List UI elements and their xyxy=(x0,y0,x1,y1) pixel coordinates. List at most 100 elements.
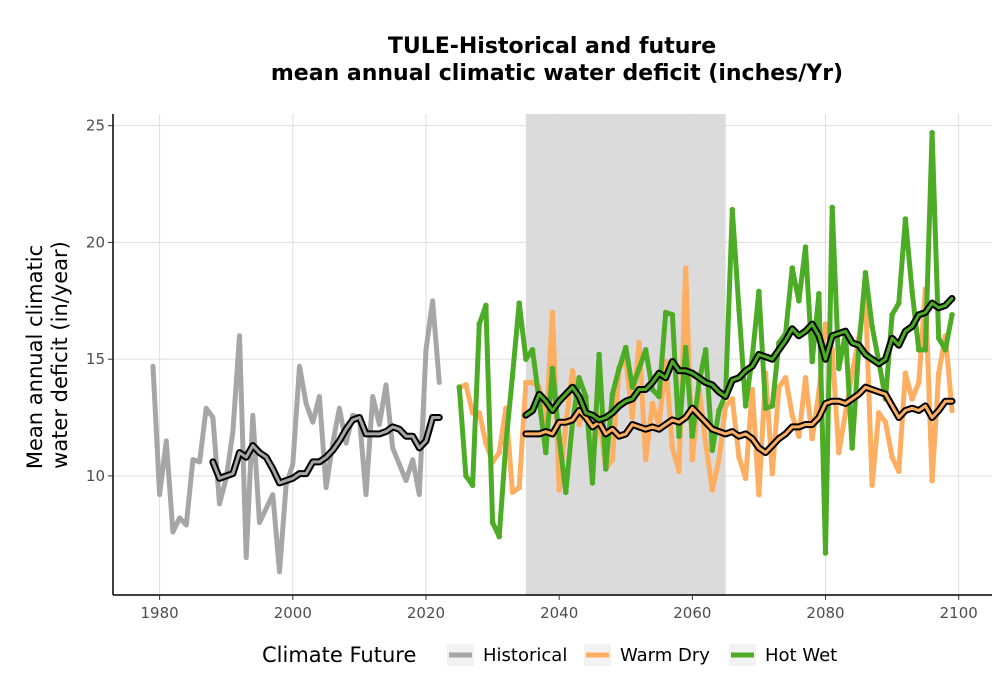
data-point-warm-dry xyxy=(802,375,809,381)
data-point-warm-dry xyxy=(702,440,709,447)
smoothed-line-hot-wet xyxy=(524,297,954,422)
data-point-warm-dry xyxy=(609,456,616,463)
data-point-hot-wet xyxy=(709,447,716,454)
data-point-hot-wet xyxy=(862,269,869,276)
data-point-hot-wet xyxy=(549,365,556,372)
data-point-hot-wet xyxy=(829,204,835,211)
data-point-hot-wet xyxy=(716,407,722,414)
chart-title-line-1: TULE-Historical and future xyxy=(388,34,716,59)
data-point-warm-dry xyxy=(549,309,556,316)
y-tick-label: 25 xyxy=(86,117,105,135)
data-point-warm-dry xyxy=(629,414,636,421)
data-point-warm-dry xyxy=(889,454,895,461)
data-point-warm-dry xyxy=(749,386,756,393)
data-point-hot-wet xyxy=(616,365,622,372)
data-point-warm-dry xyxy=(869,482,875,489)
series-line-historical xyxy=(150,298,442,575)
data-point-warm-dry xyxy=(736,454,742,461)
data-point-hot-wet xyxy=(529,347,536,353)
data-point-warm-dry xyxy=(682,265,689,271)
data-point-hot-wet xyxy=(656,393,662,400)
data-point-hot-wet xyxy=(909,288,915,295)
axes xyxy=(112,114,992,596)
data-point-hot-wet xyxy=(756,288,762,295)
data-point-hot-wet xyxy=(729,206,736,213)
data-point-hot-wet xyxy=(736,307,742,313)
data-point-hot-wet xyxy=(516,300,523,306)
data-point-warm-dry xyxy=(742,475,749,482)
data-point-hot-wet xyxy=(676,433,682,440)
data-point-hot-wet xyxy=(682,344,689,351)
data-point-warm-dry xyxy=(642,456,649,463)
data-point-warm-dry xyxy=(576,421,582,428)
data-point-warm-dry xyxy=(676,468,682,475)
data-point-hot-wet xyxy=(596,351,602,358)
data-point-hot-wet xyxy=(609,391,616,397)
legend: Climate Future Historical Warm Dry Hot Wet xyxy=(262,643,837,667)
y-tick-label: 20 xyxy=(86,233,105,251)
data-point-hot-wet xyxy=(589,480,596,486)
data-point-hot-wet xyxy=(642,347,649,353)
data-point-hot-wet xyxy=(822,550,829,556)
x-tick-label: 2060 xyxy=(673,604,711,622)
data-point-hot-wet xyxy=(849,445,855,451)
data-point-hot-wet xyxy=(789,265,796,271)
data-point-hot-wet xyxy=(902,216,909,222)
data-point-hot-wet xyxy=(576,375,582,381)
data-point-warm-dry xyxy=(716,456,722,463)
data-point-warm-dry xyxy=(636,340,642,346)
data-point-warm-dry xyxy=(809,435,816,442)
data-point-warm-dry xyxy=(483,440,489,447)
data-point-hot-wet xyxy=(662,309,669,316)
data-point-warm-dry xyxy=(509,489,516,496)
data-point-warm-dry xyxy=(935,370,942,376)
data-point-warm-dry xyxy=(782,375,789,381)
data-point-warm-dry xyxy=(669,445,676,451)
data-point-hot-wet xyxy=(476,321,483,327)
data-point-warm-dry xyxy=(949,407,955,414)
data-point-warm-dry xyxy=(849,370,855,376)
x-tick-label: 2100 xyxy=(940,604,978,622)
data-point-hot-wet xyxy=(456,384,463,390)
data-point-warm-dry xyxy=(915,379,922,386)
data-point-warm-dry xyxy=(689,456,696,463)
x-tick-label: 2080 xyxy=(806,604,844,622)
data-point-hot-wet xyxy=(869,323,875,330)
data-point-warm-dry xyxy=(556,487,562,493)
y-tick-label: 15 xyxy=(86,350,105,368)
tick-labels: 1980 2000 2020 2040 2060 2080 2100 10 15 20 25 xyxy=(86,117,978,622)
legend-label-warm-dry: Warm Dry xyxy=(620,645,710,666)
smoothed-lines-layer xyxy=(209,295,956,487)
data-point-hot-wet xyxy=(556,435,562,442)
data-point-hot-wet xyxy=(503,440,509,447)
data-point-hot-wet xyxy=(769,403,776,409)
data-point-warm-dry xyxy=(769,470,776,477)
data-point-warm-dry xyxy=(529,379,536,386)
data-point-hot-wet xyxy=(563,489,569,496)
data-point-warm-dry xyxy=(776,384,782,390)
data-point-warm-dry xyxy=(569,368,576,374)
plot-area: 1980 2000 2020 2040 2060 2080 2100 10 15 20 25 xyxy=(86,114,992,622)
data-point-hot-wet xyxy=(602,466,609,472)
data-point-warm-dry xyxy=(822,321,829,327)
data-point-hot-wet xyxy=(742,403,749,409)
data-point-hot-wet xyxy=(689,433,696,440)
data-point-hot-wet xyxy=(796,297,802,304)
data-point-hot-wet xyxy=(915,347,922,353)
y-axis-title-line-1: Mean annual climatic xyxy=(23,245,47,469)
data-point-hot-wet xyxy=(889,312,895,318)
legend-title: Climate Future xyxy=(262,643,416,667)
data-point-hot-wet xyxy=(463,473,469,479)
x-tick-label: 2000 xyxy=(274,604,312,622)
data-point-warm-dry xyxy=(796,433,802,440)
data-point-hot-wet xyxy=(762,405,769,412)
x-tick-label: 2020 xyxy=(407,604,445,622)
data-point-hot-wet xyxy=(496,533,503,540)
data-point-hot-wet xyxy=(949,312,955,318)
data-point-warm-dry xyxy=(875,410,882,416)
data-point-hot-wet xyxy=(483,302,489,309)
data-point-warm-dry xyxy=(882,419,889,426)
data-point-warm-dry xyxy=(523,379,529,386)
data-point-warm-dry xyxy=(909,396,915,402)
